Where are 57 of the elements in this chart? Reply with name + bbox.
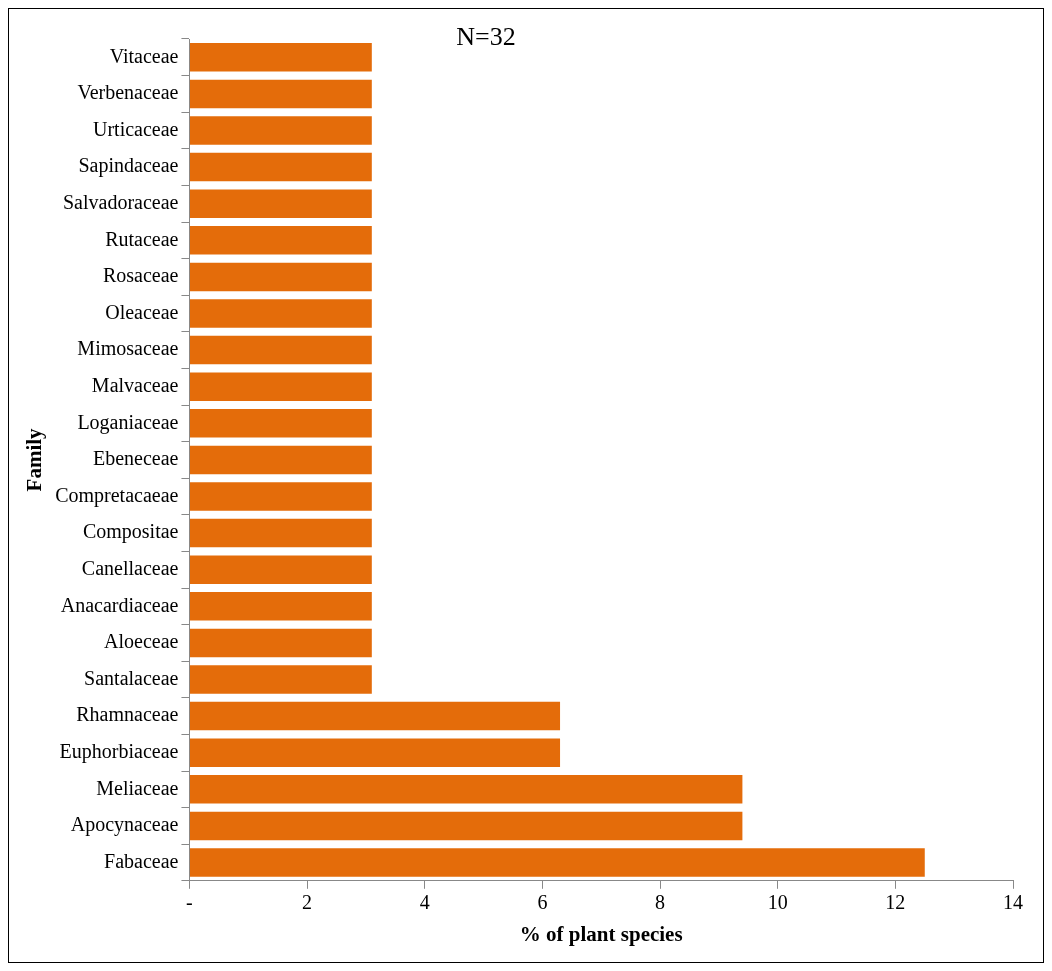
y-tick-label: Canellaceae	[81, 556, 179, 579]
bar	[189, 665, 372, 694]
y-tick-label: Mimosaceae	[77, 337, 179, 360]
bar	[189, 555, 372, 584]
bar	[189, 79, 372, 109]
bar	[189, 701, 561, 731]
bar	[189, 226, 372, 255]
bar	[189, 409, 372, 438]
y-tick-label: Rutaceae	[105, 227, 179, 250]
y-tick-label: Malvaceae	[91, 373, 179, 396]
y-tick-label: Salvadoraceae	[62, 190, 179, 213]
y-tick-label: Loganiaceae	[77, 410, 179, 434]
bar	[189, 299, 372, 328]
x-tick-label: 10	[767, 891, 788, 914]
x-tick-label: 4	[419, 891, 430, 914]
x-tick-label: 8	[655, 891, 666, 914]
y-tick-label: Apocynaceae	[70, 813, 179, 837]
y-axis-title: Family	[22, 427, 47, 492]
bar	[189, 592, 372, 621]
bar	[189, 262, 372, 292]
x-tick-label: -	[186, 891, 193, 914]
bar	[189, 775, 743, 804]
y-tick-label: Ebeneceae	[92, 447, 179, 470]
y-tick-label: Rosaceae	[102, 264, 179, 287]
y-tick-label: Verbenaceae	[77, 81, 179, 104]
y-tick-label: Urticaceae	[92, 117, 179, 140]
x-axis-title: % of plant species	[519, 921, 683, 946]
y-tick-label: Oleaceae	[105, 300, 179, 323]
y-tick-label: Anacardiaceae	[60, 593, 179, 616]
y-tick-label: Meliaceae	[96, 776, 179, 799]
x-tick-label: 12	[885, 891, 906, 914]
y-tick-label: Rhamnaceae	[76, 703, 179, 726]
x-tick-label: 6	[537, 891, 548, 914]
bar	[189, 43, 372, 72]
bar	[189, 152, 372, 182]
bar	[189, 848, 925, 877]
bar	[189, 738, 561, 767]
bar	[189, 189, 372, 218]
y-tick-label: Euphorbiaceae	[59, 739, 179, 763]
y-tick-label: Compositae	[82, 520, 179, 544]
bar	[189, 335, 372, 365]
y-tick-label: Fabaceae	[104, 849, 179, 872]
x-tick-label: 2	[302, 891, 313, 914]
x-tick-label: 14	[1003, 891, 1023, 914]
bar	[189, 445, 372, 475]
bar	[189, 372, 372, 401]
bar	[189, 628, 372, 658]
bar	[189, 116, 372, 145]
y-tick-label: Santalaceae	[84, 666, 179, 689]
bar	[189, 482, 372, 511]
annotation: N=32	[456, 21, 516, 51]
bar	[189, 811, 743, 841]
bar	[189, 518, 372, 548]
y-tick-label: Aloeceae	[104, 630, 179, 653]
y-tick-label: Sapindaceae	[78, 154, 179, 178]
y-tick-label: Vitaceae	[109, 44, 179, 67]
y-tick-label: Compretacaeae	[55, 483, 179, 507]
